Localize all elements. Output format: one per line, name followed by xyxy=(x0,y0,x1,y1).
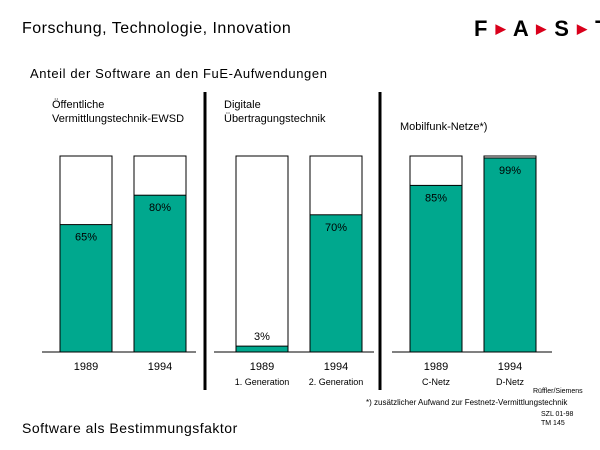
chart-subtitle: Anteil der Software an den FuE-Aufwendun… xyxy=(30,66,328,81)
category-sublabel: D-Netz xyxy=(496,377,525,387)
logo-letter: F xyxy=(474,16,489,41)
category-label: 1994 xyxy=(324,361,348,373)
panel-title-mobile: Mobilfunk-Netze*) xyxy=(400,120,487,134)
bar-value-label: 3% xyxy=(254,331,270,343)
bar-software-share xyxy=(59,224,113,353)
panel-title-line: Vermittlungstechnik-EWSD xyxy=(52,113,185,125)
category-sublabel: 1. Generation xyxy=(235,377,290,387)
footer-title: Software als Bestimmungsfaktor xyxy=(22,420,238,436)
category-label: 1989 xyxy=(250,361,274,373)
logo-arrow-icon: ▶ xyxy=(536,21,548,36)
bar-software-share xyxy=(309,214,363,353)
fast-logo: F ▶ A ▶ S ▶ T ▶ xyxy=(474,16,600,42)
slide-reference: TM 145 xyxy=(541,420,565,427)
panel-title-line: Öffentliche xyxy=(52,99,105,111)
category-label: 1994 xyxy=(498,361,522,373)
footnote: *) zusätzlicher Aufwand zur Festnetz-Ver… xyxy=(366,398,568,407)
bar-value-label: 65% xyxy=(75,232,97,244)
logo-arrow-icon: ▶ xyxy=(495,21,507,36)
panel-title-transmission: Digitale Übertragungstechnik xyxy=(224,98,326,126)
bar-software-share xyxy=(133,194,187,353)
logo-arrow-icon: ▶ xyxy=(577,21,589,36)
bar-software-share xyxy=(409,184,463,353)
category-label: 1989 xyxy=(74,361,98,373)
bar-software-share xyxy=(483,157,537,353)
panel-title-ewsd: Öffentliche Vermittlungstechnik-EWSD xyxy=(52,98,184,126)
panel-title-line: Mobilfunk-Netze*) xyxy=(400,121,488,133)
bar-value-label: 85% xyxy=(425,192,447,204)
panel-title-line: Übertragungstechnik xyxy=(224,113,326,125)
category-label: 1994 xyxy=(148,361,172,373)
logo-letter: S xyxy=(554,16,570,41)
bar-value-label: 80% xyxy=(149,202,171,214)
category-sublabel: C-Netz xyxy=(422,377,451,387)
slide-reference: SZL 01-98 xyxy=(541,411,574,418)
source-credit: Rüffler/Siemens xyxy=(533,388,583,395)
category-sublabel: 2. Generation xyxy=(309,377,364,387)
page-title: Forschung, Technologie, Innovation xyxy=(22,20,292,37)
category-label: 1989 xyxy=(424,361,448,373)
bar-value-label: 70% xyxy=(325,222,347,234)
panel-title-line: Digitale xyxy=(224,99,261,111)
bar-total xyxy=(235,155,289,353)
logo-letter: A xyxy=(512,16,529,41)
bar-value-label: 99% xyxy=(499,165,521,177)
bar-software-share xyxy=(235,345,289,353)
logo-letter: T xyxy=(595,16,600,41)
